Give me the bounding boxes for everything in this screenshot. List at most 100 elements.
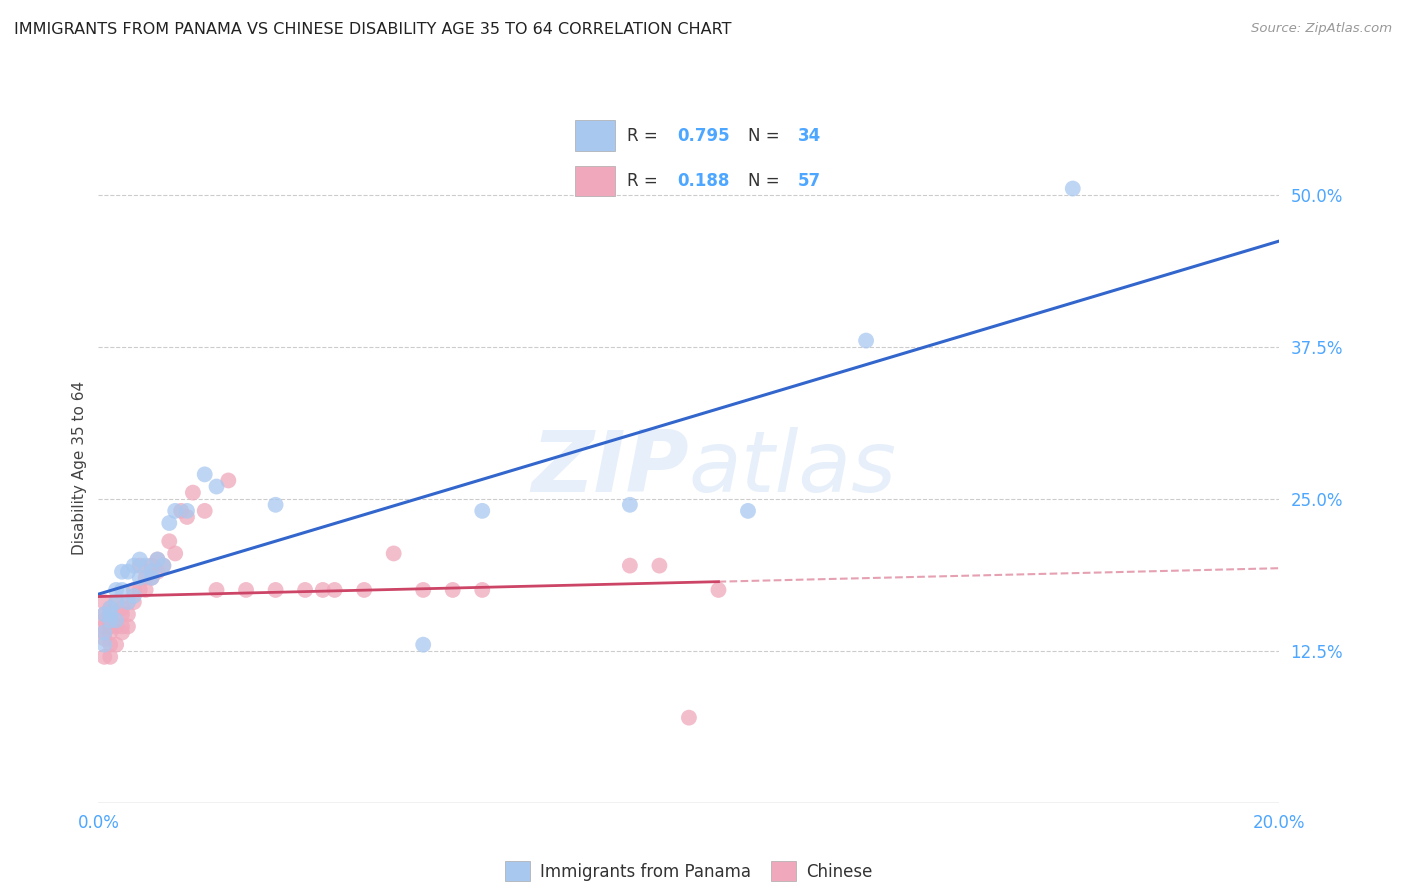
Point [165,546,187,560]
Point [111,601,134,615]
Point [205,582,228,597]
Point [855,334,877,348]
Point [412,638,434,652]
Point [111,582,134,597]
Point [141,565,163,579]
Point [146,565,169,579]
Point [105,582,128,597]
Text: N =: N = [748,127,785,145]
Point [678,711,700,725]
Point [93,607,115,622]
Text: 34: 34 [797,127,821,145]
Point [141,571,163,585]
Point [98,649,121,664]
Point [157,534,180,549]
Point [176,510,198,524]
Point [111,625,134,640]
Point [441,582,464,597]
Point [122,595,145,609]
Point [105,638,128,652]
Point [146,552,169,566]
Point [105,595,128,609]
Text: R =: R = [627,127,664,145]
Point [737,504,759,518]
Point [353,582,375,597]
Point [98,607,121,622]
Legend: Immigrants from Panama, Chinese: Immigrants from Panama, Chinese [499,855,879,888]
Point [93,595,115,609]
Point [619,558,641,573]
Text: Source: ZipAtlas.com: Source: ZipAtlas.com [1251,22,1392,36]
Point [135,558,157,573]
Text: 0.795: 0.795 [676,127,730,145]
Point [471,582,494,597]
Point [619,498,641,512]
Point [128,571,150,585]
Point [128,552,150,566]
Point [122,558,145,573]
Point [128,558,150,573]
Point [294,582,316,597]
Point [1062,181,1084,195]
Point [194,467,217,482]
Point [98,619,121,633]
Point [128,582,150,597]
Point [205,479,228,493]
Point [235,582,257,597]
Point [98,638,121,652]
Bar [575,166,614,196]
Point [98,607,121,622]
Point [117,595,139,609]
Point [93,625,115,640]
Point [135,582,157,597]
Point [93,607,115,622]
Point [264,582,287,597]
Point [111,607,134,622]
Point [152,558,174,573]
Point [312,582,335,597]
Point [117,607,139,622]
Point [111,619,134,633]
Text: 0.188: 0.188 [676,172,730,190]
Point [165,504,187,518]
Point [141,558,163,573]
Point [111,565,134,579]
Point [707,582,730,597]
Point [98,625,121,640]
Point [122,589,145,603]
Point [105,595,128,609]
Point [152,558,174,573]
Point [105,613,128,627]
Point [117,565,139,579]
Point [98,601,121,615]
Point [382,546,405,560]
Point [170,504,193,518]
Point [93,619,115,633]
Point [217,474,239,488]
Text: 57: 57 [797,172,821,190]
Point [471,504,494,518]
Point [412,582,434,597]
Point [93,625,115,640]
Bar [575,120,614,151]
Y-axis label: Disability Age 35 to 64: Disability Age 35 to 64 [72,381,87,556]
Point [264,498,287,512]
Text: IMMIGRANTS FROM PANAMA VS CHINESE DISABILITY AGE 35 TO 64 CORRELATION CHART: IMMIGRANTS FROM PANAMA VS CHINESE DISABI… [14,22,731,37]
Point [194,504,217,518]
Text: N =: N = [748,172,785,190]
Text: ZIP: ZIP [531,426,689,510]
Point [105,613,128,627]
Point [176,504,198,518]
Point [117,595,139,609]
Point [93,638,115,652]
Point [135,571,157,585]
Point [323,582,346,597]
Point [157,516,180,530]
Point [93,613,115,627]
Point [93,649,115,664]
Point [141,571,163,585]
Text: R =: R = [627,172,669,190]
Point [93,632,115,646]
Point [105,619,128,633]
Point [648,558,671,573]
